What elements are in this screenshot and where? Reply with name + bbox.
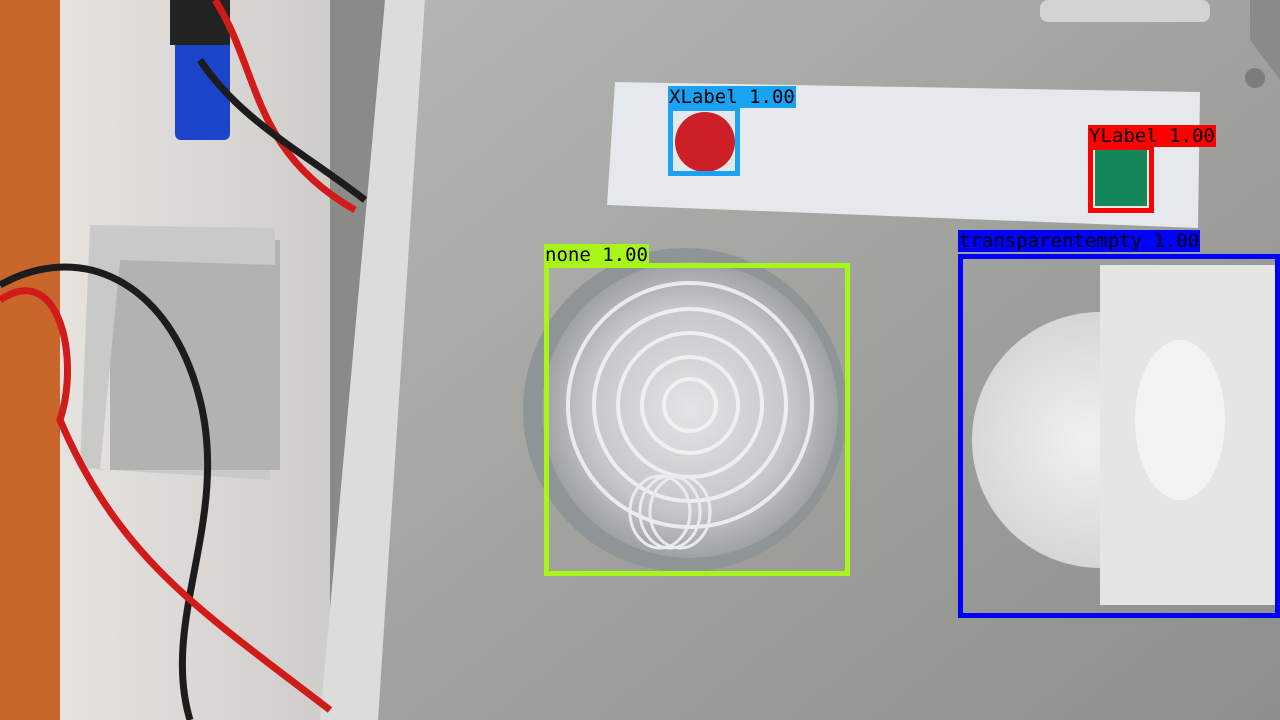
ylabel-score: 1.00 (1169, 125, 1215, 147)
ylabel-detection-box (1088, 145, 1154, 213)
black-wire-top (197, 58, 368, 203)
plate-edge (320, 0, 425, 720)
xlabel-class: XLabel (669, 86, 738, 108)
xlabel-score: 1.00 (749, 86, 795, 108)
black-wire-loop (0, 263, 212, 720)
none-detection-box (544, 263, 850, 576)
xlabel-detection-box (668, 106, 740, 176)
cup-body (542, 262, 838, 558)
aluminum-bracket (80, 225, 275, 480)
red-wire-bottom (0, 287, 333, 713)
xlabel-detection-label: XLabel 1.00 (668, 86, 796, 108)
spring-end (628, 474, 712, 550)
frosted-cup-highlight (1135, 340, 1225, 500)
plate-top-cutout (1040, 0, 1210, 22)
green-square-marker (1095, 150, 1147, 206)
blue-connector (175, 40, 230, 140)
label-strip (607, 82, 1200, 228)
ylabel-class: YLabel (1089, 125, 1158, 147)
housing-slot (110, 240, 280, 470)
transparentempty-class: transparentempty (959, 230, 1143, 252)
transparentempty-detection-box (958, 254, 1280, 618)
plate-screw (1245, 68, 1265, 88)
none-score: 1.00 (602, 244, 648, 266)
none-detection-label: none 1.00 (544, 244, 649, 266)
transparentempty-score: 1.00 (1153, 230, 1200, 252)
ylabel-detection-label: YLabel 1.00 (1088, 125, 1216, 147)
red-circle-marker (675, 112, 735, 172)
none-class: none (545, 244, 591, 266)
red-wire-top (212, 0, 357, 214)
transparentempty-detection-label: transparentempty 1.00 (958, 230, 1201, 252)
